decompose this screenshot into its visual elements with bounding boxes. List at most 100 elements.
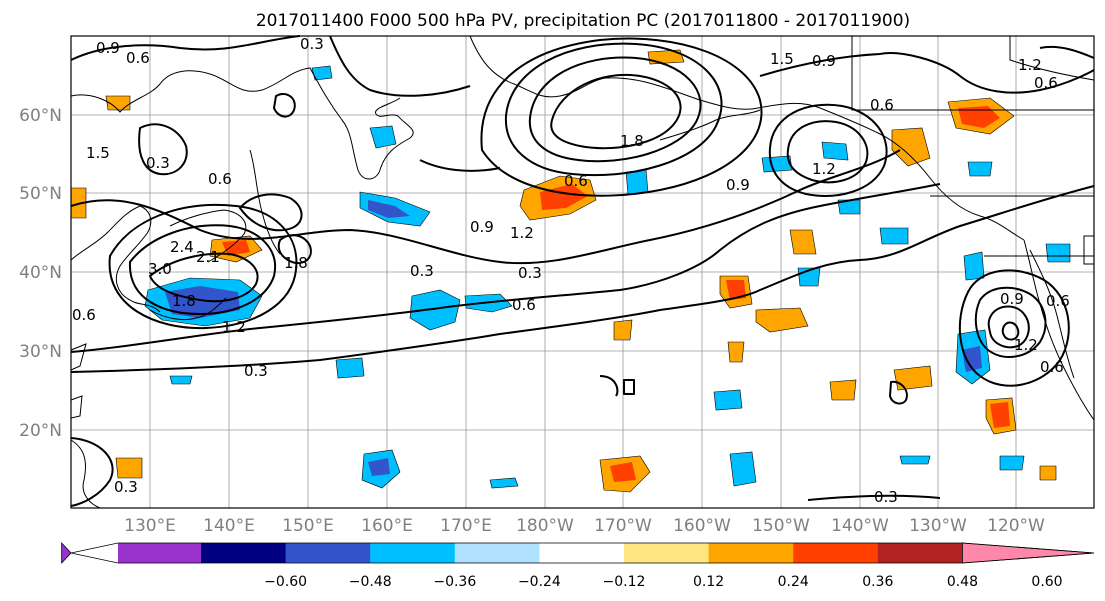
precip-blob [729, 451, 757, 487]
contour-label: 0.3 [114, 478, 138, 496]
precip-blob [610, 462, 636, 482]
contour-label: 1.2 [1018, 56, 1042, 74]
contour-label: 1.5 [770, 50, 794, 68]
precip-blob [613, 319, 633, 341]
contour-label: 1.8 [172, 292, 196, 310]
precip-blob [789, 229, 817, 255]
precip-blob [169, 375, 193, 385]
contour-label: 1.2 [510, 224, 534, 242]
colorbar-tick-label: 0.36 [862, 574, 893, 590]
contour-label: 0.6 [126, 49, 150, 67]
contour-label: 1.8 [284, 254, 308, 272]
precip-blob [963, 251, 985, 281]
colorbar-swatch [877, 543, 963, 563]
colorbar-tick-labels: −0.60 −0.48 −0.36 −0.24 −0.12 0.12 0.24 0.36 0.4… [264, 574, 1062, 590]
precip-positive-areas [70, 49, 1057, 493]
contour-label: 1.2 [222, 318, 246, 336]
pv-contours [70, 35, 1095, 507]
contour-label: 0.6 [72, 306, 96, 324]
precip-blob [829, 379, 857, 401]
lon-label: 140°W [831, 516, 889, 536]
contour-label: 0.3 [518, 264, 542, 282]
lat-label: 30°N [19, 342, 62, 362]
lat-label: 60°N [19, 106, 62, 126]
map-frame [70, 35, 1095, 509]
precip-blob [990, 402, 1010, 428]
contour-label: 0.9 [470, 218, 494, 236]
precip-blob [369, 125, 397, 149]
map-title: 2017011400 F000 500 hPa PV, precipitatio… [256, 11, 910, 31]
contour-label: 0.3 [300, 35, 324, 53]
contour-label: 0.9 [726, 176, 750, 194]
colorbar-tick-label: −0.60 [264, 574, 307, 590]
precip-blob [1039, 465, 1057, 481]
colorbar-outline [70, 542, 1095, 564]
contour-label: 0.6 [208, 170, 232, 188]
colorbar-tick-label: 0.60 [1031, 574, 1062, 590]
lat-label: 50°N [19, 184, 62, 204]
contour-label: 1.8 [620, 132, 644, 150]
precip-blob [891, 127, 931, 167]
lon-label: 160°W [673, 516, 731, 536]
lon-label: 170°W [594, 516, 652, 536]
precip-blob [1045, 243, 1071, 263]
contour-label: 0.6 [870, 96, 894, 114]
precip-blob [115, 457, 143, 479]
lon-label: 160°E [361, 516, 413, 536]
lon-label: 130°W [909, 516, 967, 536]
lon-label: 150°E [282, 516, 334, 536]
colorbar-swatch [285, 543, 371, 563]
contour-label: 0.9 [1000, 290, 1024, 308]
colorbar-swatch [539, 543, 625, 563]
precip-blob [368, 458, 390, 476]
colorbar [61, 541, 1095, 565]
colorbar-tick-label: −0.36 [433, 574, 476, 590]
precip-blob [958, 106, 1000, 128]
precip-blob [727, 341, 745, 363]
precip-blob [222, 240, 250, 256]
precip-blob [489, 477, 519, 489]
colorbar-swatch [201, 543, 287, 563]
lon-label: 180°W [516, 516, 574, 536]
contour-label: 0.6 [1040, 358, 1064, 376]
contour-label: 2.1 [196, 248, 220, 266]
precip-blob [879, 227, 909, 245]
contour-label: 0.6 [512, 296, 536, 314]
precip-blob [368, 200, 410, 218]
contour-label: 0.6 [564, 172, 588, 190]
contour-label: 0.3 [146, 154, 170, 172]
precip-blob [726, 280, 746, 300]
map-panel: 0.9 0.6 0.3 0.6 1.5 0.9 1.2 1.8 1.2 0.6 … [70, 35, 1095, 509]
lat-label: 40°N [19, 263, 62, 283]
colorbar-tick-label: 0.12 [693, 574, 724, 590]
contour-label: 0.6 [1034, 74, 1058, 92]
precip-blob [335, 357, 365, 379]
colorbar-tick-label: 0.48 [947, 574, 978, 590]
contour-label: 1.2 [812, 160, 836, 178]
contour-label: 0.6 [1046, 292, 1070, 310]
lon-label: 150°W [752, 516, 810, 536]
lat-label: 20°N [19, 421, 62, 441]
lon-label: 130°E [124, 516, 176, 536]
contour-label: 2.4 [170, 238, 194, 256]
colorbar-swatch [624, 543, 710, 563]
precip-blob [821, 141, 849, 161]
contour-label: 1.5 [86, 144, 110, 162]
precip-blob [105, 95, 131, 111]
precip-blob [713, 389, 743, 411]
contour-label: 0.3 [874, 488, 898, 506]
lon-label: 170°E [440, 516, 492, 536]
precip-blob [999, 455, 1025, 471]
lon-label: 140°E [203, 516, 255, 536]
precip-blob [899, 455, 931, 465]
contour-label: 0.3 [244, 362, 268, 380]
contour-label: 0.9 [812, 52, 836, 70]
colorbar-swatch [708, 543, 794, 563]
colorbar-tick-label: −0.12 [603, 574, 646, 590]
precip-blob [962, 346, 982, 372]
contour-label: 0.3 [410, 262, 434, 280]
contour-label: 3.0 [148, 260, 172, 278]
precip-blob [755, 307, 809, 333]
precip-blob [165, 286, 240, 318]
